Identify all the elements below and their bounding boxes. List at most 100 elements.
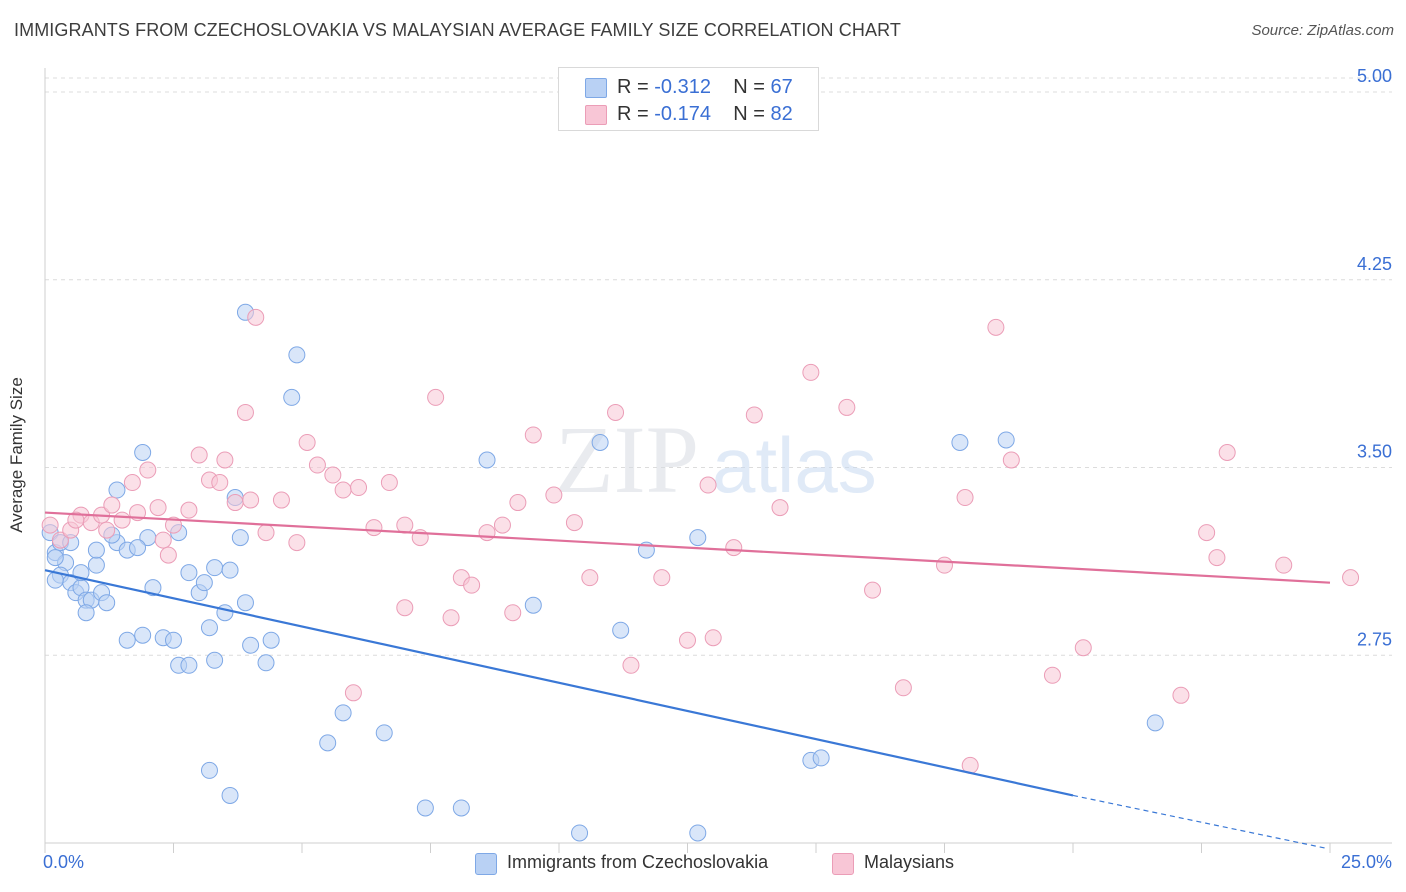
legend-label: Immigrants from Czechoslovakia [507,852,769,872]
series-legend: Immigrants from Czechoslovakia Malaysian… [0,852,1406,878]
point-malaysians [987,318,1005,336]
point-malaysians [1002,451,1020,469]
point-malaysians [226,494,244,512]
point-czechoslovakia [195,574,213,592]
point-czechoslovakia [77,604,95,622]
point-malaysians [956,489,974,507]
trend-line-extension [1072,794,1325,849]
point-czechoslovakia [334,704,352,722]
point-czechoslovakia [134,443,152,461]
point-malaysians [679,631,696,649]
point-malaysians [154,531,172,549]
point-czechoslovakia [612,621,630,639]
grid-lines [45,77,1392,656]
point-malaysians [180,501,198,519]
point-malaysians [324,466,342,484]
point-malaysians [1043,666,1061,684]
point-czechoslovakia [242,636,260,654]
point-malaysians [704,629,722,647]
point-malaysians [247,308,265,326]
stats-swatch [585,105,607,125]
point-czechoslovakia [129,539,147,557]
point-czechoslovakia [200,761,218,779]
point-malaysians [524,426,542,444]
legend-swatch [475,853,497,875]
point-malaysians [838,398,856,416]
point-czechoslovakia [87,556,105,574]
point-malaysians [771,499,789,517]
point-malaysians [149,499,167,517]
point-czechoslovakia [118,631,136,649]
point-czechoslovakia [571,824,589,842]
n-label: N = [733,103,765,125]
point-malaysians [51,531,69,549]
point-czechoslovakia [216,604,234,622]
trend-lines [44,511,1331,849]
n-label: N = [733,76,765,98]
point-czechoslovakia [236,594,254,612]
r-value: -0.312 [654,76,711,98]
point-malaysians [123,474,141,492]
point-czechoslovakia [200,619,218,637]
trend-line-malaysians [44,511,1331,584]
point-malaysians [493,516,511,534]
r-value: -0.174 [654,103,711,125]
y-tick-label: 2.75 [1357,629,1392,649]
point-malaysians [1218,443,1236,461]
point-czechoslovakia [452,799,470,817]
point-czechoslovakia [46,549,64,567]
point-czechoslovakia [689,529,707,547]
point-malaysians [581,569,599,587]
point-czechoslovakia [997,431,1015,449]
point-malaysians [396,516,414,534]
point-malaysians [113,511,131,529]
point-czechoslovakia [180,564,198,582]
x-tick-min: 0.0% [43,852,85,872]
r-label: R = [617,103,649,125]
point-czechoslovakia [144,579,162,597]
point-malaysians [67,511,85,529]
point-malaysians [653,569,671,587]
point-czechoslovakia [257,654,275,672]
point-malaysians [864,581,882,599]
point-malaysians [288,534,306,552]
point-czechoslovakia [1146,714,1164,732]
point-malaysians [1198,524,1216,542]
point-czechoslovakia [206,559,224,577]
point-czechoslovakia [416,799,434,817]
point-czechoslovakia [221,561,239,579]
point-czechoslovakia [262,631,280,649]
point-malaysians [478,524,496,542]
point-malaysians [1342,569,1360,587]
point-malaysians [211,474,229,492]
point-malaysians [396,599,414,617]
point-malaysians [936,556,953,574]
x-tick-max: 25.0% [1340,852,1392,872]
point-czechoslovakia [206,651,224,669]
point-czechoslovakia [283,388,301,406]
point-malaysians [894,679,912,697]
point-czechoslovakia [689,824,707,842]
point-malaysians [622,656,640,674]
n-value: 67 [770,76,793,98]
y-axis-label: Average Family Size [7,377,26,533]
point-malaysians [1074,639,1092,657]
point-czechoslovakia [231,529,249,547]
point-malaysians [442,609,460,627]
point-czechoslovakia [288,346,306,364]
point-malaysians [745,406,763,424]
point-czechoslovakia [524,596,542,614]
point-czechoslovakia [375,724,393,742]
point-malaysians [1172,686,1190,704]
stats-legend: R = -0.312 N = 67 R = -0.174 N = 82 [558,67,819,131]
point-czechoslovakia [478,451,496,469]
point-malaysians [509,494,527,512]
point-malaysians [272,491,290,509]
point-malaysians [103,496,121,514]
point-czechoslovakia [87,541,105,559]
point-malaysians [334,481,352,499]
point-malaysians [344,684,362,702]
point-czechoslovakia [812,749,830,767]
trend-line-czechoslovakia [44,569,1074,797]
